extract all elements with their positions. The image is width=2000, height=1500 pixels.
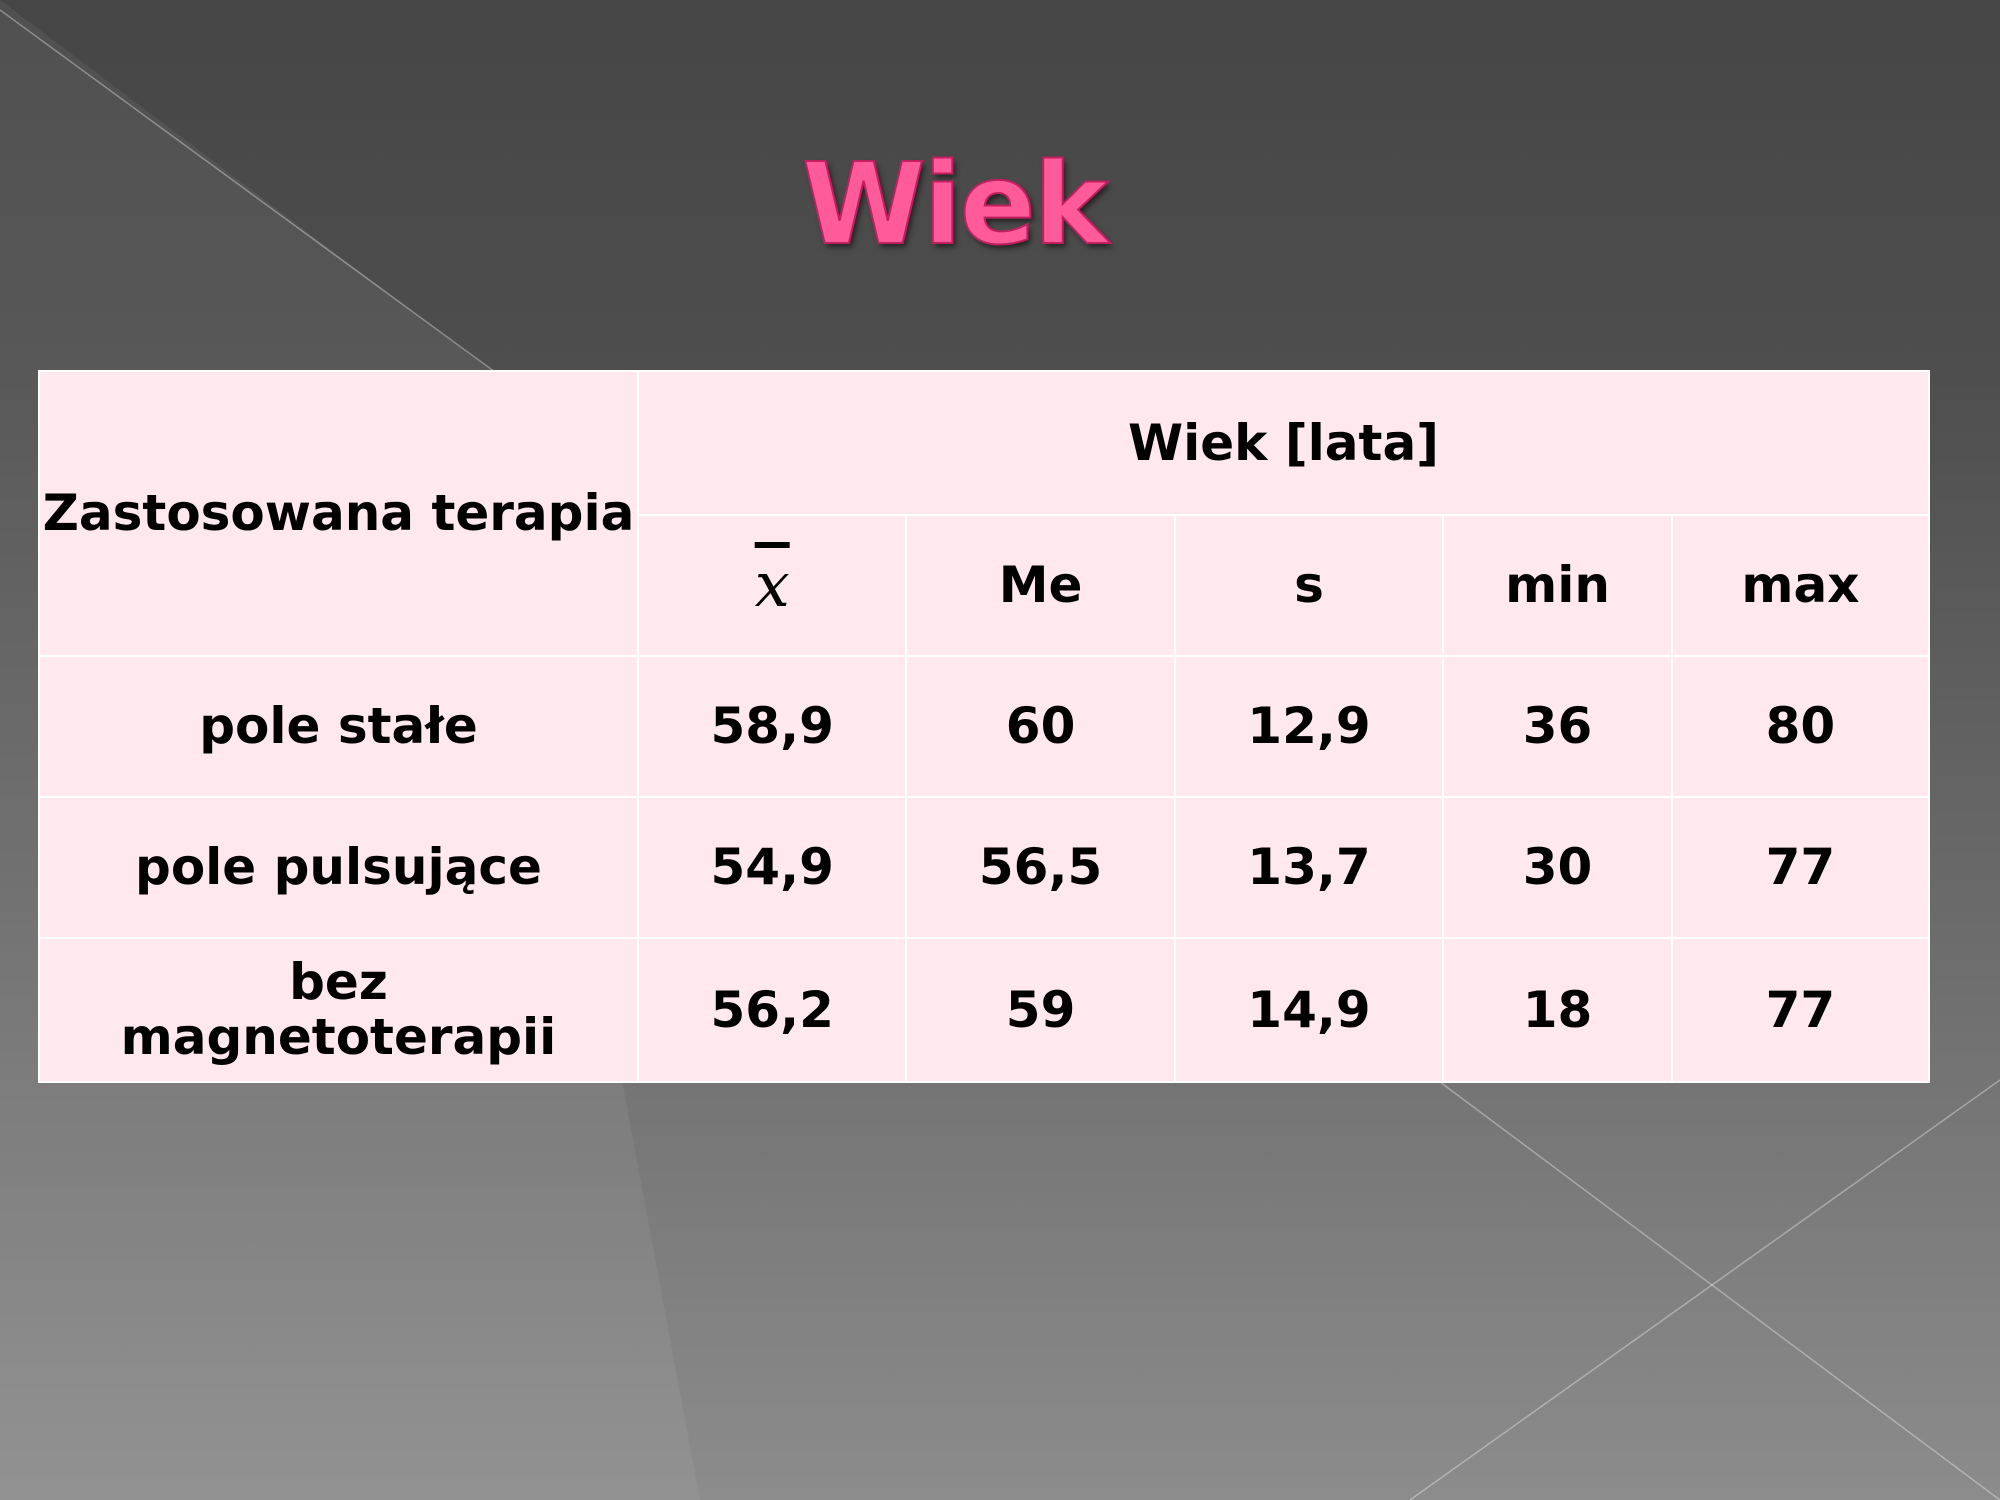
- cell: 56,5: [905, 796, 1176, 939]
- cell: 13,7: [1173, 796, 1445, 939]
- cell: 77: [1670, 937, 1931, 1083]
- group-header: Wiek [lata]: [637, 370, 1930, 516]
- column-header-max: max: [1670, 514, 1931, 657]
- table-row: pole stałe 58,9 60 12,9 36 80: [38, 655, 1931, 798]
- row-label: pole stałe: [38, 655, 639, 798]
- row-label: bez magnetoterapii: [38, 937, 639, 1083]
- cell: 14,9: [1173, 937, 1445, 1083]
- cell: 36: [1442, 655, 1673, 798]
- cell: 54,9: [636, 796, 908, 939]
- cell: 59: [905, 937, 1176, 1083]
- table-row: pole pulsujące 54,9 56,5 13,7 30 77: [38, 796, 1931, 939]
- table-row: bez magnetoterapii 56,2 59 14,9 18 77: [38, 937, 1931, 1083]
- column-header-sd: s: [1173, 514, 1445, 657]
- column-header-min: min: [1442, 514, 1673, 657]
- cell: 80: [1670, 655, 1931, 798]
- slide-title: Wiek: [801, 139, 1109, 271]
- cell: 18: [1442, 937, 1673, 1083]
- cell: 60: [905, 655, 1176, 798]
- row-header: Zastosowana terapia: [38, 370, 639, 657]
- cell: 56,2: [636, 937, 908, 1083]
- row-label: pole pulsujące: [38, 796, 639, 939]
- cell: 58,9: [636, 655, 908, 798]
- cell: 77: [1670, 796, 1931, 939]
- cell: 30: [1442, 796, 1673, 939]
- age-table: Zastosowana terapia Wiek [lata] x Me s m…: [38, 370, 1931, 1083]
- cell: 12,9: [1173, 655, 1445, 798]
- column-header-median: Me: [905, 514, 1176, 657]
- column-header-mean: x: [754, 548, 790, 622]
